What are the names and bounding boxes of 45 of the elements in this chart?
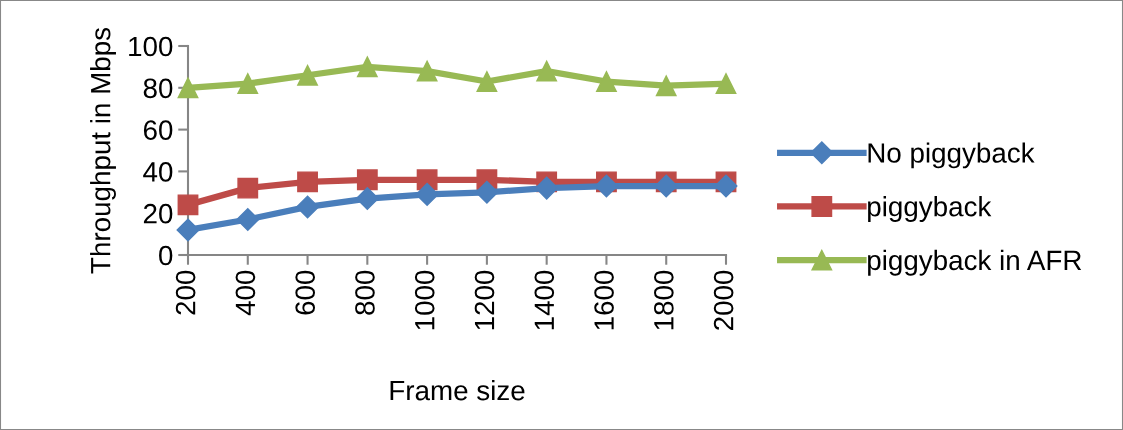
y-tick-label: 80: [143, 78, 173, 99]
point: [594, 174, 618, 198]
point: [237, 73, 259, 95]
point: [596, 71, 617, 92]
point: [236, 207, 260, 231]
x-tick-label: 200: [175, 270, 196, 315]
point: [177, 194, 199, 216]
point: [177, 77, 199, 99]
y-tick-label: 100: [129, 36, 173, 57]
y-tick-label: 40: [143, 162, 173, 182]
x-tick-label: 600: [295, 270, 316, 315]
point: [356, 169, 378, 191]
x-tick-label: 1000: [414, 270, 435, 330]
y-axis-title: Throughput in Mbps: [90, 27, 116, 274]
point: [714, 174, 738, 198]
point: [536, 60, 558, 82]
point: [356, 56, 378, 78]
point: [475, 180, 499, 204]
point: [715, 73, 737, 95]
y-tick-label: 20: [143, 203, 173, 224]
point: [237, 177, 259, 199]
point: [297, 64, 318, 86]
legend-label: piggyback: [868, 196, 992, 222]
x-tick-label: 2000: [713, 270, 734, 330]
y-tick-label: 0: [159, 245, 173, 266]
point: [355, 187, 379, 211]
legend-label: piggyback in AFR: [868, 249, 1082, 276]
x-tick-label: 400: [235, 270, 256, 316]
x-tick-label: 1400: [534, 270, 555, 330]
point: [655, 75, 677, 97]
x-tick-label: 800: [355, 270, 375, 315]
point: [535, 176, 559, 200]
point: [176, 218, 200, 242]
legend-label: No piggyback: [868, 142, 1035, 169]
point: [296, 195, 320, 219]
x-axis-title: Frame size: [390, 379, 525, 401]
x-tick-label: 1200: [474, 270, 495, 330]
point: [415, 182, 439, 206]
point: [476, 71, 498, 92]
x-tick-label: 1800: [654, 270, 674, 330]
point: [297, 171, 318, 193]
point: [416, 60, 438, 82]
y-tick-label: 60: [143, 120, 173, 140]
x-tick-label: 1600: [594, 270, 614, 330]
point: [654, 174, 678, 198]
